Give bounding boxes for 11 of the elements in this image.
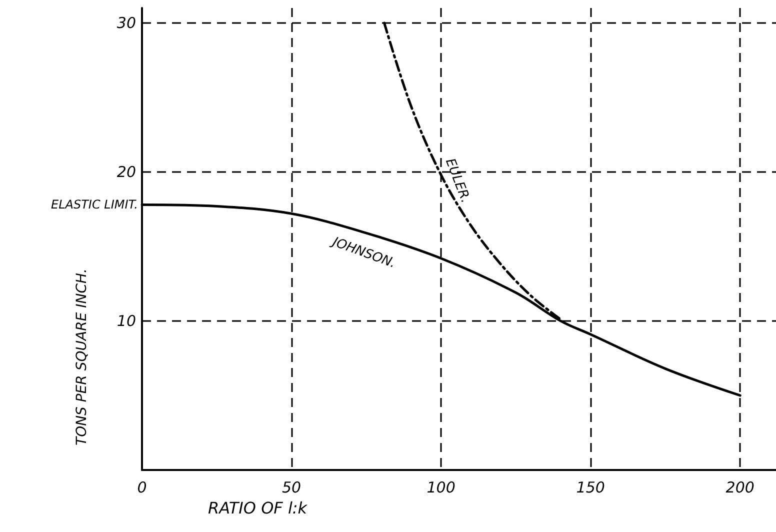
y-axis-title: TONS PER SQUARE INCH. [74,268,90,446]
x-tick-label: 100 [426,478,456,496]
y-tick-label: 10 [116,312,136,330]
x-tick-label: 0 [137,478,147,496]
x-tick-label: 200 [726,478,754,496]
annotation: ELASTIC LIMIT. [51,198,138,212]
y-tick-label: 30 [116,14,136,32]
y-tick-label: 20 [116,162,136,181]
x-axis-title: RATIO OF l:k [208,498,308,518]
x-tick-label: 150 [576,478,605,496]
x-tick-label: 50 [282,478,302,496]
